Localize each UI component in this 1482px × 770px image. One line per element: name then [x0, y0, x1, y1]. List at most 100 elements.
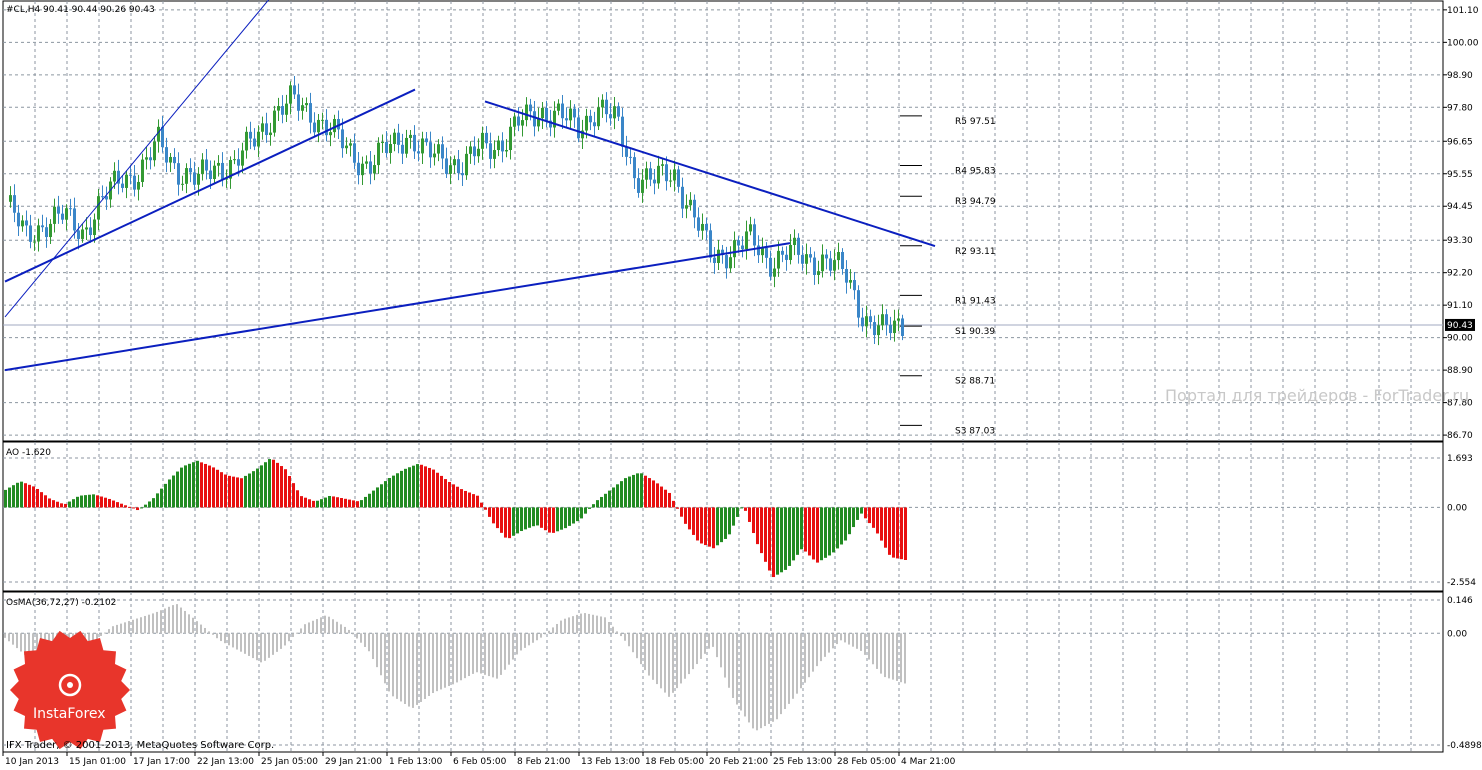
price-tick-label: 98.90: [1447, 71, 1473, 81]
osma-bar: [188, 614, 190, 634]
ao-bar: [12, 485, 15, 508]
price-tick-label: 91.10: [1447, 301, 1473, 311]
ao-bar: [284, 469, 287, 508]
osma-bar: [712, 633, 714, 647]
ao-bar: [488, 507, 491, 517]
osma-bar: [212, 633, 214, 635]
candle-body: [649, 168, 652, 180]
candle-body: [117, 170, 120, 184]
osma-bar: [20, 633, 22, 652]
osma-bar: [316, 619, 318, 634]
osma-bar: [380, 633, 382, 676]
osma-bar: [4, 633, 6, 638]
ao-bar: [452, 484, 455, 508]
osma-bar: [696, 633, 698, 665]
ao-bar: [764, 507, 767, 562]
osma-bar: [676, 633, 678, 689]
candle-body: [897, 318, 900, 321]
candle-body: [677, 169, 680, 187]
ao-bar: [148, 501, 151, 508]
candle-body: [533, 111, 536, 127]
candle-body: [737, 240, 740, 246]
ao-bar: [88, 494, 91, 508]
ao-bar: [792, 507, 795, 561]
ao-bar: [840, 507, 843, 545]
candle-body: [589, 115, 592, 123]
osma-bar: [536, 633, 538, 641]
candle-body: [645, 168, 648, 180]
candle-body: [613, 106, 616, 119]
trendline-rising-trendline: [4, 88, 416, 283]
osma-bar: [564, 618, 566, 634]
candle-body: [749, 224, 752, 232]
osma-bar: [524, 633, 526, 648]
osma-bar: [836, 633, 838, 645]
candle-body: [381, 142, 384, 144]
osma-bar: [832, 633, 834, 649]
osma-bar: [264, 633, 266, 661]
osma-bar: [424, 633, 426, 699]
osma-bar: [28, 633, 30, 659]
osma-bar: [436, 633, 438, 692]
candle-body: [301, 105, 304, 111]
osma-bar: [812, 633, 814, 672]
candle-body: [841, 251, 844, 269]
osma-bar: [376, 633, 378, 668]
ao-bar: [724, 507, 727, 539]
osma-bar: [620, 633, 622, 637]
osma-bar: [612, 626, 614, 634]
ao-bar: [652, 480, 655, 508]
candle-body: [201, 159, 204, 174]
instaforex-logo: InstaForex: [10, 630, 130, 750]
trendlines: [4, 0, 936, 372]
candle-body: [225, 178, 228, 180]
ao-bar: [892, 507, 895, 558]
candle-body: [53, 206, 56, 224]
ao-bar: [544, 507, 547, 531]
pivot-label: R3 94.79: [955, 197, 996, 207]
candle-body: [33, 241, 36, 243]
candle-body: [609, 114, 612, 119]
candle-body: [765, 247, 768, 258]
ao-bar: [168, 479, 171, 508]
candle-body: [281, 106, 284, 115]
candle-body: [825, 254, 828, 259]
osma-bar: [604, 617, 606, 634]
candle-body: [853, 280, 856, 291]
ao-bar: [516, 507, 519, 534]
time-tick-label: 29 Jan 21:00: [325, 757, 382, 767]
ao-bar: [796, 507, 799, 555]
candle-body: [881, 314, 884, 326]
candle-body: [529, 104, 532, 112]
osma-bar: [392, 633, 394, 697]
ao-bar: [324, 497, 327, 508]
osma-bar: [12, 633, 14, 645]
osma-bar: [276, 633, 278, 652]
osma-bar: [24, 633, 26, 655]
candle-body: [25, 220, 28, 226]
ao-bar: [336, 497, 339, 508]
osma-bar: [512, 633, 514, 660]
candle-body: [457, 159, 460, 174]
candle-body: [461, 173, 464, 176]
candle-body: [633, 157, 636, 179]
osma-bar: [528, 633, 530, 646]
candle-body: [317, 119, 320, 133]
ao-bar: [576, 507, 579, 522]
ao-bar: [696, 507, 699, 541]
ao-bar: [852, 507, 855, 528]
ao-bar: [36, 488, 39, 508]
osma-bar: [488, 633, 490, 677]
time-tick-label: 18 Feb 05:00: [645, 757, 704, 767]
osma-bar: [468, 633, 470, 677]
candle-body: [605, 99, 608, 115]
ao-bar: [508, 507, 511, 539]
candle-body: [413, 134, 416, 152]
candle-body: [469, 146, 472, 154]
candle-body: [425, 138, 428, 143]
osma-bar: [744, 633, 746, 717]
ao-bar: [140, 507, 143, 509]
ao-bar: [684, 507, 687, 524]
candle-body: [137, 181, 140, 190]
osma-bar: [104, 632, 106, 634]
